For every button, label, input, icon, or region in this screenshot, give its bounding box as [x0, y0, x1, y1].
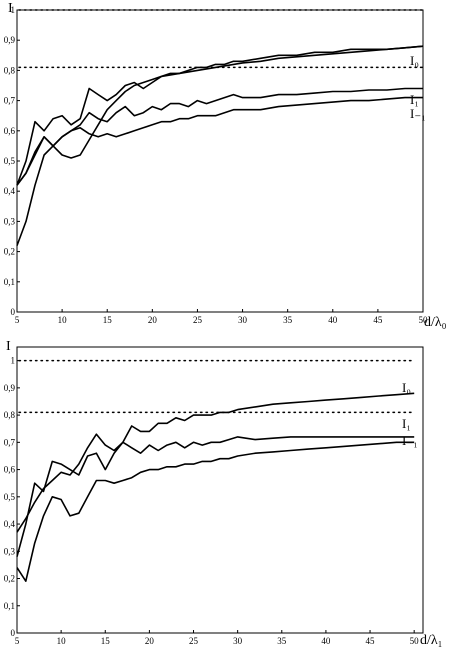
series-line	[16, 441, 415, 582]
x-tick-label: 15	[101, 636, 111, 646]
y-axis-title: I	[6, 339, 11, 354]
x-axis-title: d/λ₁	[420, 633, 443, 648]
y-tick-label: 1	[11, 356, 16, 366]
x-tick-label: 30	[238, 315, 248, 325]
x-tick-label: 30	[233, 636, 243, 646]
y-tick-label: 0,8	[4, 410, 16, 420]
y-axis-title: I	[8, 1, 13, 16]
plot-frame	[16, 9, 424, 313]
y-tick-label: 0	[11, 628, 16, 638]
y-tick-label: 0,7	[4, 437, 16, 447]
x-tick-label: 45	[373, 315, 383, 325]
plot-frame	[16, 346, 424, 634]
x-tick-label: 5	[15, 636, 20, 646]
y-tick-label: 0,6	[4, 126, 16, 136]
y-tick-label: 0,5	[4, 156, 16, 166]
x-tick-label: 15	[103, 315, 113, 325]
x-tick-label: 40	[321, 636, 331, 646]
series-line	[16, 87, 423, 186]
y-tick-label: 0,3	[4, 546, 16, 556]
y-tick-label: 0,2	[4, 574, 15, 584]
x-tick-label: 35	[277, 636, 287, 646]
y-tick-label: 0,4	[4, 519, 16, 529]
series-label: I₁	[402, 416, 411, 431]
x-tick-label: 5	[15, 315, 20, 325]
y-tick-label: 0,9	[4, 383, 16, 393]
series-label: I₀	[402, 380, 411, 395]
x-tick-label: 25	[189, 636, 199, 646]
series-label: I₋₁	[402, 433, 418, 448]
series-line	[16, 392, 415, 533]
x-tick-label: 10	[58, 315, 68, 325]
y-tick-label: 0,4	[4, 186, 16, 196]
series-label: I₁	[410, 92, 419, 107]
series-label: I₋₁	[410, 106, 426, 121]
y-tick-label: 0	[11, 307, 16, 317]
y-tick-label: 0,3	[4, 216, 16, 226]
y-tick-label: 1	[11, 5, 16, 15]
x-tick-label: 50	[419, 315, 429, 325]
series-line	[16, 436, 415, 557]
x-tick-label: 45	[366, 636, 376, 646]
x-tick-label: 25	[193, 315, 203, 325]
y-tick-label: 0,9	[4, 35, 16, 45]
y-tick-label: 0,7	[4, 96, 16, 106]
x-tick-label: 50	[410, 636, 420, 646]
x-axis-title: d/λ₀	[424, 315, 447, 330]
x-tick-label: 40	[328, 315, 338, 325]
series-label: I₀	[410, 53, 419, 68]
y-tick-label: 0,5	[4, 492, 16, 502]
y-tick-label: 0,2	[4, 247, 15, 257]
series-line	[16, 45, 424, 186]
chart-panel-bottom: 00,10,20,30,40,50,60,70,80,915 10 15 20 25 30…	[4, 339, 443, 648]
y-tick-label: 0,6	[4, 465, 16, 475]
x-tick-label: 10	[57, 636, 67, 646]
y-tick-label: 0,8	[4, 65, 16, 75]
y-tick-label: 0,1	[4, 601, 15, 611]
x-tick-label: 20	[148, 315, 158, 325]
chart-panel-top: 00,10,20,30,40,50,60,70,80,915 10 15 20 25 30…	[4, 1, 447, 330]
series-line	[16, 96, 423, 246]
x-tick-label: 20	[145, 636, 155, 646]
x-tick-label: 35	[283, 315, 293, 325]
y-tick-label: 0,1	[4, 277, 15, 287]
